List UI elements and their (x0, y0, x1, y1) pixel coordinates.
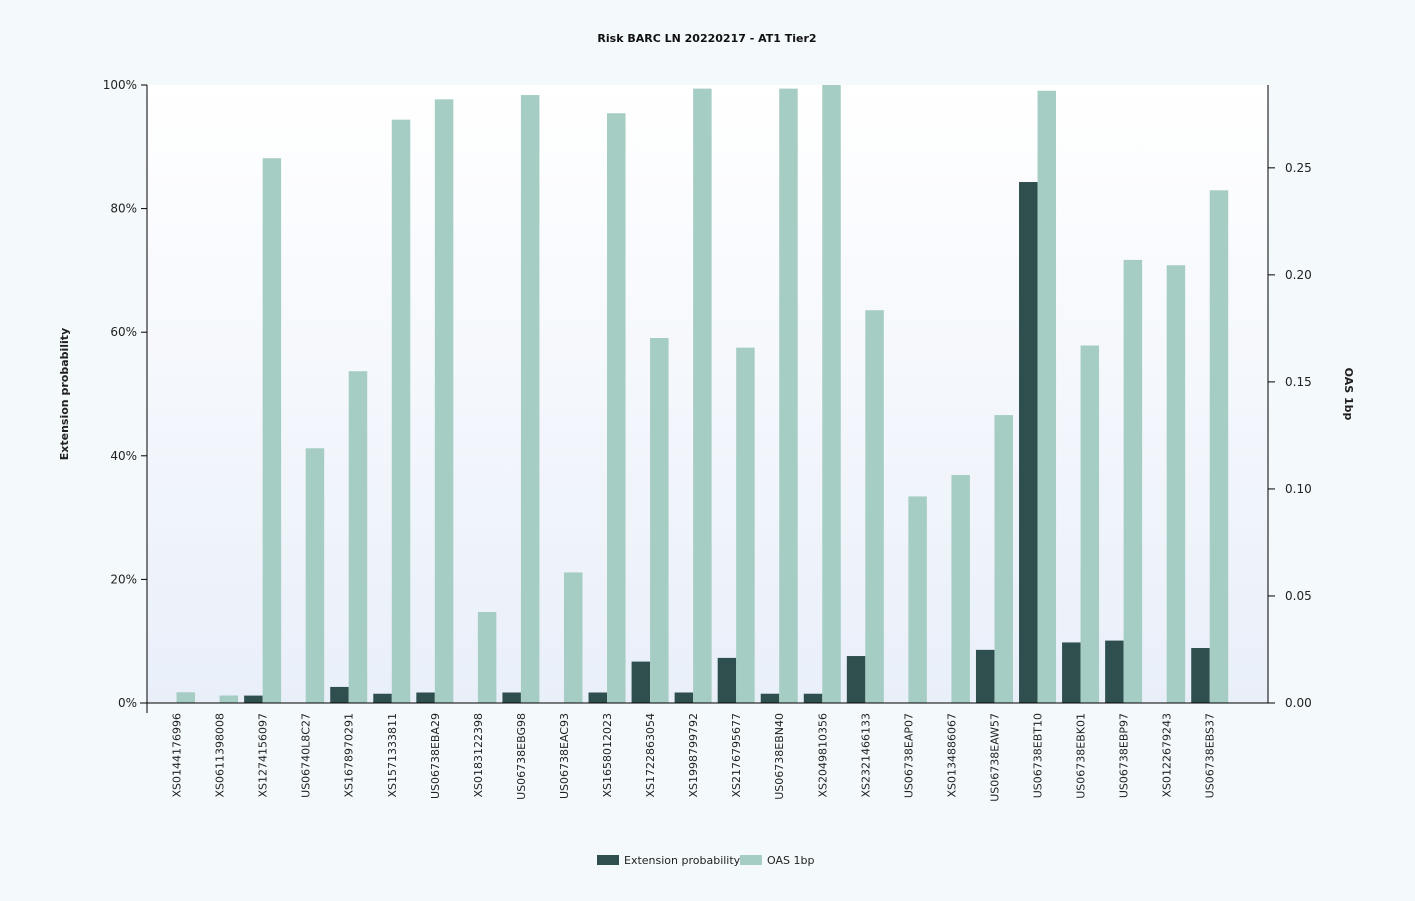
y2-tick-label-1: 0.05 (1285, 589, 1312, 603)
x-tick-label-19: US06738EAW57 (988, 713, 1001, 802)
y-tick-label-4: 80% (110, 202, 137, 216)
x-tick-label-18: XS0134886067 (945, 713, 958, 798)
x-tick-label-12: XS1998799792 (687, 713, 700, 798)
bars-group (176, 85, 1229, 704)
x-tick-label-9: US06738EAC93 (558, 713, 571, 799)
bar-extension-4 (330, 686, 349, 703)
y-tick-label-5: 100% (103, 78, 137, 92)
x-tick-label-15: XS2049810356 (816, 713, 829, 798)
x-tick-label-16: XS2321466133 (859, 713, 872, 798)
bar-oas-5 (391, 119, 411, 703)
bar-oas-3 (305, 448, 325, 703)
x-tick-label-5: XS1571333811 (386, 713, 399, 798)
bar-extension-14 (760, 693, 780, 703)
bar-extension-22 (1105, 640, 1124, 703)
bar-extension-2 (244, 695, 263, 703)
x-tick-label-10: XS1658012023 (601, 713, 614, 798)
y2-tick-label-3: 0.15 (1285, 375, 1312, 389)
bar-oas-14 (779, 88, 798, 704)
bar-extension-10 (588, 692, 608, 703)
y2-tick-label-4: 0.20 (1285, 268, 1312, 282)
x-tick-label-13: XS2176795677 (730, 713, 743, 798)
x-tick-label-6: US06738EBA29 (429, 713, 442, 799)
x-tick-label-14: US06738EBN40 (773, 713, 786, 800)
bar-extension-5 (373, 693, 392, 703)
y-tick-label-3: 60% (110, 325, 137, 339)
bar-extension-16 (846, 656, 866, 703)
bar-extension-13 (717, 657, 737, 703)
bar-oas-8 (520, 95, 540, 703)
bar-oas-7 (477, 612, 497, 703)
x-tick-label-23: XS0122679243 (1161, 713, 1174, 798)
y-tick-label-1: 20% (110, 572, 137, 586)
chart-title: Risk BARC LN 20220217 - AT1 Tier2 (597, 32, 816, 45)
bar-oas-16 (865, 310, 884, 703)
x-tick-label-4: XS1678970291 (343, 713, 356, 798)
x-tick-label-2: XS1274156097 (257, 713, 270, 798)
bar-oas-0 (176, 692, 196, 703)
x-tick-label-21: US06738EBK01 (1075, 713, 1088, 799)
bar-extension-21 (1062, 642, 1081, 703)
x-tick-label-17: US06738EAP07 (902, 713, 915, 798)
bar-extension-19 (975, 649, 995, 703)
legend: Extension probability OAS 1bp (597, 854, 814, 867)
x-tick-label-11: XS1722863054 (644, 713, 657, 798)
bar-oas-10 (607, 113, 626, 703)
bar-oas-23 (1166, 265, 1186, 703)
legend-swatch-extension (597, 855, 619, 865)
bar-oas-11 (650, 338, 669, 703)
bar-oas-6 (434, 99, 454, 703)
legend-swatch-oas (740, 855, 762, 865)
bar-oas-15 (822, 85, 841, 703)
legend-label-oas: OAS 1bp (767, 854, 814, 867)
legend-label-extension: Extension probability (624, 854, 741, 867)
bar-extension-12 (674, 692, 694, 703)
y2-axis-title: OAS 1bp (1342, 368, 1355, 421)
bar-oas-18 (951, 475, 970, 703)
y-tick-label-0: 0% (118, 696, 137, 710)
x-tick-label-24: US06738EBS37 (1204, 713, 1217, 798)
x-tick-label-1: XS0611398008 (214, 713, 227, 798)
bar-extension-15 (803, 693, 823, 703)
bar-oas-1 (219, 695, 239, 703)
y2-tick-label-5: 0.25 (1285, 161, 1312, 175)
x-axis: XS0144176996 XS0611398008 XS1274156097 US06… (171, 713, 1217, 802)
bar-oas-2 (262, 158, 282, 703)
bar-oas-4 (348, 371, 368, 703)
bar-extension-6 (416, 692, 435, 703)
bar-extension-8 (502, 692, 521, 703)
x-tick-label-7: XS0183122398 (472, 713, 485, 798)
left-axis: 0% 20% 40% 60% 80% 100% (103, 78, 1268, 713)
y2-tick-label-2: 0.10 (1285, 482, 1312, 496)
y-tick-label-2: 40% (110, 449, 137, 463)
bar-extension-24 (1191, 647, 1210, 703)
bar-oas-24 (1209, 190, 1229, 703)
bar-oas-9 (563, 572, 583, 703)
bar-oas-22 (1123, 259, 1143, 703)
y-axis-title: Extension probability (58, 328, 71, 460)
bar-extension-11 (631, 661, 651, 703)
bar-extension-20 (1019, 182, 1038, 703)
bar-oas-19 (994, 415, 1013, 703)
right-axis: 0.00 0.05 0.10 0.15 0.20 0.25 (1267, 85, 1312, 710)
x-tick-label-3: US06740L8C27 (300, 713, 313, 798)
x-tick-label-22: US06738EBP97 (1118, 713, 1131, 798)
x-tick-label-20: US06738EBT10 (1032, 713, 1045, 798)
bar-oas-17 (908, 496, 927, 703)
bar-oas-12 (693, 88, 712, 704)
x-tick-label-8: US06738EBG98 (515, 713, 528, 800)
bar-oas-13 (736, 347, 755, 703)
x-tick-label-0: XS0144176996 (171, 713, 184, 798)
y2-tick-label-0: 0.00 (1285, 696, 1312, 710)
bar-oas-20 (1037, 90, 1057, 703)
bar-oas-21 (1080, 345, 1100, 703)
